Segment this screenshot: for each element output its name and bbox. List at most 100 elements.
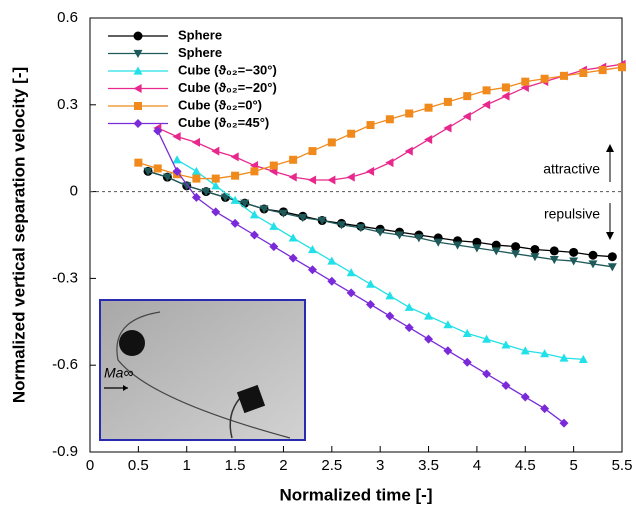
marker xyxy=(288,233,298,242)
marker xyxy=(618,63,626,72)
marker xyxy=(462,328,472,337)
marker xyxy=(220,193,230,202)
marker xyxy=(346,172,355,182)
annotation: Ma∞ xyxy=(104,365,133,381)
annotation: repulsive xyxy=(544,206,600,222)
marker xyxy=(559,418,569,428)
marker xyxy=(231,171,240,180)
marker xyxy=(404,323,414,333)
marker xyxy=(443,320,453,329)
marker xyxy=(501,340,511,349)
legend-label: Cube (ϑ₀₂=−30°) xyxy=(178,62,277,77)
marker xyxy=(540,404,550,414)
marker xyxy=(336,221,346,230)
marker xyxy=(269,161,278,170)
marker xyxy=(520,392,530,402)
y-tick-label: 0.3 xyxy=(57,96,78,113)
x-tick-label: 5.5 xyxy=(612,457,633,474)
marker xyxy=(482,369,492,379)
marker xyxy=(549,255,559,265)
x-tick-label: 2 xyxy=(279,457,287,474)
marker xyxy=(249,230,259,240)
marker xyxy=(521,77,530,86)
marker xyxy=(578,354,588,364)
marker xyxy=(211,174,220,183)
marker xyxy=(153,126,163,136)
marker xyxy=(182,182,192,191)
marker xyxy=(385,158,394,168)
marker xyxy=(520,346,530,355)
marker xyxy=(579,68,588,77)
marker xyxy=(327,175,336,185)
marker xyxy=(134,158,143,167)
marker xyxy=(356,224,366,233)
marker xyxy=(463,92,472,101)
y-tick-label: -0.6 xyxy=(52,356,78,373)
marker xyxy=(588,250,598,260)
marker xyxy=(462,111,471,121)
marker xyxy=(172,155,182,164)
marker xyxy=(424,135,433,145)
marker xyxy=(211,207,221,217)
legend-label: Cube (ϑ₀₂=45°) xyxy=(178,115,269,130)
marker xyxy=(453,241,463,250)
marker xyxy=(530,244,540,254)
marker xyxy=(385,311,395,321)
marker xyxy=(511,250,521,259)
marker xyxy=(346,288,356,298)
marker xyxy=(414,234,424,243)
legend-label: Cube (ϑ₀₂=−20°) xyxy=(178,80,277,95)
marker xyxy=(482,86,491,95)
y-tick-label: 0.6 xyxy=(57,9,78,26)
marker xyxy=(143,167,153,176)
marker xyxy=(404,146,413,156)
annotation: attractive xyxy=(543,161,600,177)
marker xyxy=(366,121,375,130)
marker xyxy=(501,380,511,390)
marker xyxy=(346,268,356,277)
legend-marker xyxy=(133,84,142,93)
marker xyxy=(230,152,239,162)
marker xyxy=(366,166,375,176)
marker xyxy=(433,238,443,247)
marker xyxy=(278,209,288,218)
marker xyxy=(569,247,579,257)
marker xyxy=(288,253,298,263)
legend-marker xyxy=(133,119,143,128)
marker xyxy=(375,228,385,237)
legend-marker xyxy=(133,49,143,58)
marker xyxy=(172,166,182,176)
x-tick-label: 0 xyxy=(86,457,94,474)
marker xyxy=(559,71,568,80)
marker xyxy=(385,115,394,124)
marker xyxy=(501,91,510,101)
marker xyxy=(385,291,395,300)
x-tick-label: 4.5 xyxy=(515,457,536,474)
marker xyxy=(598,66,607,75)
marker xyxy=(211,146,220,156)
x-tick-label: 1.5 xyxy=(225,457,246,474)
marker xyxy=(491,247,501,256)
legend-label: Sphere xyxy=(178,27,222,42)
marker xyxy=(424,311,434,320)
marker xyxy=(472,244,482,253)
marker xyxy=(569,257,579,266)
marker xyxy=(327,138,336,147)
plot-frame xyxy=(89,17,623,453)
marker xyxy=(424,334,434,344)
marker xyxy=(240,199,250,208)
marker xyxy=(559,353,569,362)
inset-image xyxy=(99,299,306,441)
legend-marker xyxy=(134,102,142,110)
marker xyxy=(607,252,617,262)
marker xyxy=(347,129,356,138)
legend-label: Sphere xyxy=(178,45,222,60)
marker xyxy=(607,263,617,272)
marker xyxy=(249,210,259,219)
marker xyxy=(424,103,433,112)
y-tick-label: 0 xyxy=(70,183,78,200)
marker xyxy=(250,167,259,176)
marker xyxy=(530,253,540,262)
marker xyxy=(404,302,414,311)
marker xyxy=(511,242,521,252)
